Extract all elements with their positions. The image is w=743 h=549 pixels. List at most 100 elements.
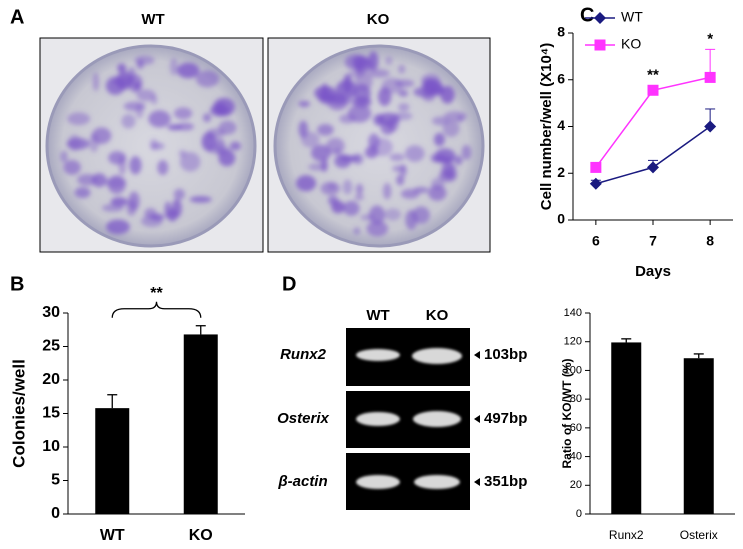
colony	[310, 144, 331, 162]
colony	[189, 196, 212, 203]
colony	[135, 103, 144, 119]
y-tick-label: 25	[42, 338, 60, 355]
colony	[68, 134, 81, 152]
colony	[324, 86, 332, 106]
colony	[173, 188, 185, 200]
x-tick-label: Runx2	[609, 528, 644, 542]
y-tick-label: 0	[51, 505, 60, 522]
colony	[398, 103, 410, 111]
colony	[360, 214, 375, 221]
x-tick-label: WT	[100, 527, 125, 544]
marker	[590, 161, 602, 173]
colony	[368, 69, 390, 78]
colony	[77, 173, 98, 186]
photos	[45, 44, 485, 248]
colony	[121, 114, 136, 129]
colony	[343, 200, 360, 216]
colony	[373, 114, 385, 126]
colony	[428, 185, 447, 201]
colony	[404, 145, 425, 162]
y-tick-label: 4	[557, 117, 565, 133]
colony	[385, 56, 393, 65]
y-axis-label: Ratio of KO/WT (%)	[560, 359, 574, 469]
colony	[400, 188, 420, 199]
colony	[347, 104, 372, 123]
y-tick-label: 140	[564, 307, 582, 319]
colony	[106, 219, 130, 235]
colony	[298, 100, 310, 108]
colony	[195, 70, 220, 88]
y-tick-label: 30	[42, 304, 60, 321]
lane-label: KO	[426, 307, 449, 324]
legend-marker	[594, 39, 606, 51]
colony	[229, 141, 242, 151]
colony	[433, 132, 445, 147]
colony	[382, 182, 392, 200]
colony	[444, 164, 458, 180]
colony	[63, 159, 81, 175]
colony	[317, 123, 334, 136]
colony	[461, 144, 472, 160]
colony	[74, 187, 91, 199]
colony	[201, 131, 217, 152]
colony	[136, 89, 156, 102]
x-tick-label: 6	[592, 233, 600, 249]
bar	[95, 408, 130, 514]
y-tick-label: 5	[51, 472, 60, 489]
band-size: 103bp	[484, 346, 527, 363]
colony	[320, 181, 341, 195]
marker	[704, 71, 716, 83]
colony	[380, 120, 395, 135]
y-axis-label: Cell number/well (X10⁴)	[538, 43, 555, 210]
legend-marker	[594, 12, 606, 24]
y-tick-label: 15	[42, 405, 60, 422]
colony	[150, 213, 165, 221]
colony	[413, 86, 438, 98]
y-tick-label: 40	[570, 450, 582, 462]
band-size: 497bp	[484, 410, 527, 427]
colony	[366, 220, 389, 237]
significance-bracket	[111, 301, 202, 318]
colony	[443, 111, 468, 122]
image-label: WT	[141, 11, 164, 28]
series-line	[595, 125, 711, 185]
colony	[157, 160, 169, 176]
gel	[346, 328, 480, 510]
colony	[368, 51, 379, 71]
colony	[301, 131, 320, 148]
gene-label: Runx2	[280, 346, 327, 363]
legend-label: WT	[621, 9, 643, 25]
colony	[396, 174, 405, 186]
colony	[105, 76, 125, 95]
colony	[354, 56, 373, 73]
bar	[611, 342, 642, 514]
marker	[704, 120, 717, 133]
y-tick-label: 6	[557, 70, 565, 86]
y-tick-label: 100	[564, 364, 582, 376]
colony	[149, 138, 158, 151]
colony	[326, 137, 345, 155]
colony	[392, 165, 406, 172]
y-tick-label: 0	[557, 211, 565, 227]
y-tick-label: 2	[557, 164, 565, 180]
colony	[92, 72, 100, 92]
colony	[393, 112, 413, 121]
colony	[101, 204, 124, 212]
colony	[369, 205, 385, 225]
colony	[91, 173, 107, 188]
bar	[183, 334, 218, 514]
lane-label: WT	[366, 307, 389, 324]
legend-label: KO	[621, 36, 641, 52]
y-tick-label: 8	[557, 24, 565, 40]
colony	[218, 120, 237, 135]
colony	[431, 84, 445, 96]
panel-label: B	[10, 273, 24, 295]
colony	[342, 179, 353, 195]
colony	[327, 195, 339, 206]
colony	[126, 199, 137, 216]
colony	[177, 62, 200, 79]
gene-label: Osterix	[277, 410, 329, 427]
annotation: **	[647, 67, 659, 84]
colony	[295, 175, 317, 192]
